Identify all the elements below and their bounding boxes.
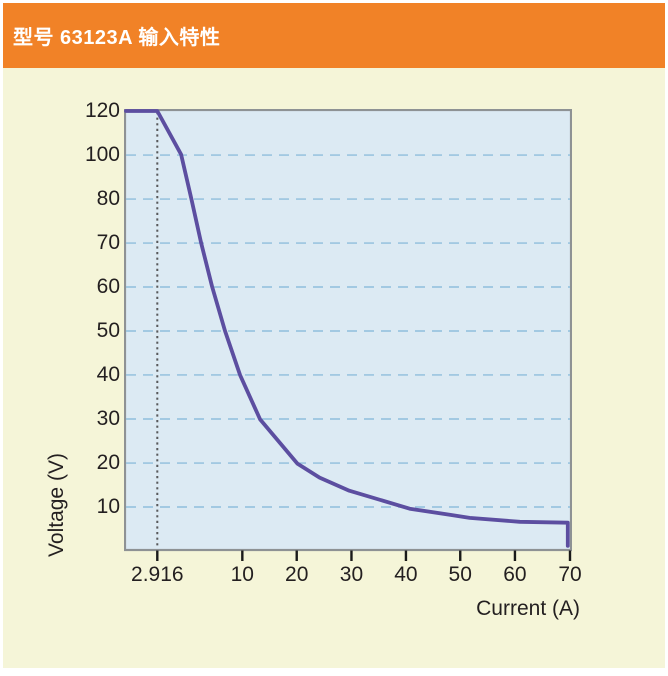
x-tick-label: 2.916 <box>131 563 184 586</box>
y-tick-label: 50 <box>96 319 120 342</box>
y-tick-label: 70 <box>96 231 120 254</box>
x-tick-label: 50 <box>448 563 472 586</box>
characteristic-curve <box>124 109 570 548</box>
x-tick-label: 70 <box>558 563 582 586</box>
x-tick-label: 10 <box>230 563 254 586</box>
y-tick-label: 80 <box>96 187 120 211</box>
y-tick-label: 100 <box>84 143 120 167</box>
x-tick-label: 30 <box>339 563 364 586</box>
y-tick-label: 30 <box>96 407 120 430</box>
y-tick-label: 60 <box>96 274 120 298</box>
y-tick-label: 20 <box>96 451 120 475</box>
x-axis-title: Current (A) <box>476 597 580 620</box>
y-axis-title: Voltage (V) <box>45 453 68 557</box>
y-tick-label: 10 <box>96 494 120 518</box>
x-tick-label: 20 <box>285 563 309 586</box>
x-tick-label: 40 <box>394 563 418 586</box>
plot-background <box>124 109 572 552</box>
figure-title: 型号 63123A 输入特性 <box>13 27 221 49</box>
y-tick-label: 120 <box>84 99 120 122</box>
y-tick-label: 40 <box>96 362 120 386</box>
plot-area <box>124 109 572 561</box>
x-tick-label: 60 <box>503 563 527 586</box>
figure-header: 型号 63123A 输入特性 <box>3 3 665 68</box>
